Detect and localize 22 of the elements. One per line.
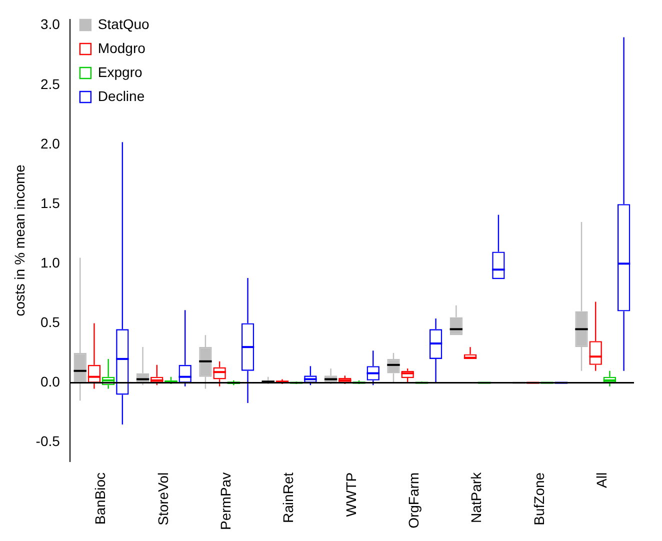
x-tick-label: BufZone	[530, 472, 547, 526]
x-tick-label: PermPav	[217, 472, 234, 530]
y-axis-title: costs in % mean income	[11, 164, 28, 316]
legend-label: Expgro	[98, 64, 142, 80]
y-tick-label: 0.5	[40, 314, 60, 330]
x-tick-label: RainRet	[280, 472, 296, 524]
x-tick-label: WWTP	[342, 472, 359, 517]
legend-label: Modgro	[98, 40, 146, 56]
legend-label: Decline	[98, 88, 145, 104]
legend-label: StatQuo	[98, 16, 150, 32]
y-tick-label: -0.5	[36, 433, 60, 450]
y-tick-label: 1.0	[40, 254, 60, 271]
x-tick-label: NatPark	[468, 471, 484, 524]
x-tick-label: BanBioc	[92, 472, 108, 525]
y-tick-label: 3.0	[40, 16, 60, 32]
y-tick-label: 2.5	[40, 76, 60, 92]
x-tick-label: OrgFarm	[405, 472, 422, 528]
y-tick-label: 1.5	[40, 194, 60, 211]
x-tick-label: All	[594, 472, 610, 488]
y-tick-label: 0.0	[40, 374, 60, 390]
y-tick-label: 2.0	[40, 135, 60, 152]
x-tick-label: StoreVol	[154, 472, 171, 526]
